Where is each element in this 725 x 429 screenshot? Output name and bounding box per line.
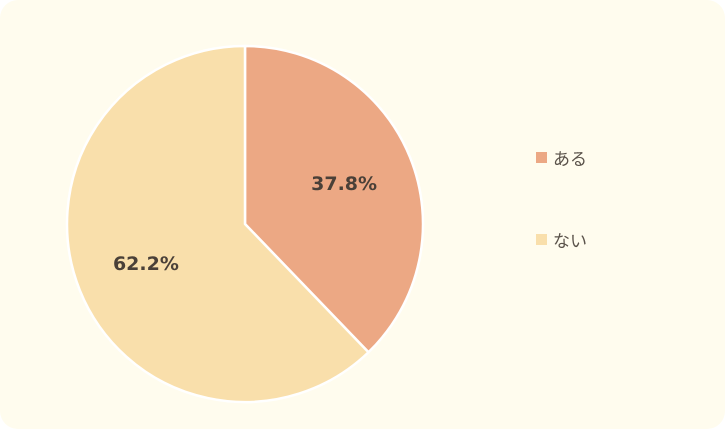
pie-slice-0[interactable] bbox=[243, 44, 425, 354]
legend-item-aru[interactable]: ある bbox=[536, 146, 587, 170]
pie-slices bbox=[65, 44, 425, 404]
pie-labels: 37.8% 62.2% bbox=[113, 173, 377, 275]
pie-slice-label-1: 62.2% bbox=[113, 253, 179, 275]
legend-item-nai[interactable]: ない bbox=[536, 228, 587, 252]
pie-slice-1[interactable] bbox=[65, 44, 370, 404]
pie-slice-label-0: 37.8% bbox=[311, 173, 377, 195]
legend: ある ない bbox=[536, 146, 587, 310]
legend-swatch-aru bbox=[536, 151, 547, 163]
legend-label-aru: ある bbox=[553, 149, 587, 170]
legend-label-nai: ない bbox=[553, 231, 587, 252]
legend-swatch-nai bbox=[536, 233, 547, 245]
